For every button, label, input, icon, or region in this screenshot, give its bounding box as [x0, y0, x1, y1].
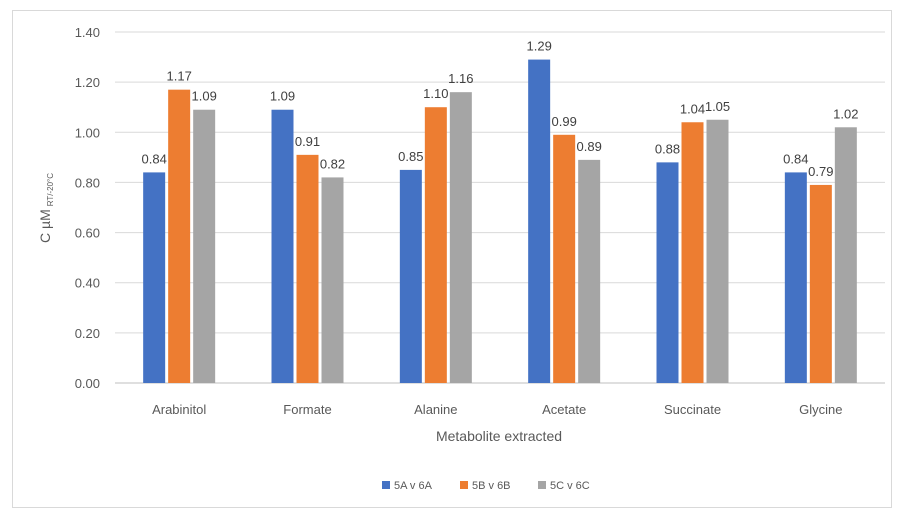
bar	[656, 162, 679, 383]
bar	[681, 122, 704, 383]
legend-label: 5A v 6A	[394, 480, 433, 492]
y-tick-label: 0.40	[75, 276, 100, 291]
bar	[143, 172, 166, 383]
y-axis-title: C µM RT/-20°C	[37, 173, 55, 243]
data-label: 0.84	[783, 151, 808, 166]
data-label: 1.16	[448, 71, 473, 86]
data-labels: 0.841.171.09 1.090.910.820.851.101.161.29…	[142, 39, 859, 179]
bar	[424, 107, 447, 383]
data-label: 1.04	[680, 101, 705, 116]
data-label: 1.17	[167, 69, 192, 84]
data-label: 0.82	[320, 156, 345, 171]
data-label: 1.29	[527, 39, 552, 54]
y-tick-label: 0.60	[75, 226, 100, 241]
data-label: 0.88	[655, 141, 680, 156]
y-tick-label: 0.00	[75, 376, 100, 391]
legend-label: 5B v 6B	[472, 480, 511, 492]
gridlines	[115, 31, 885, 384]
x-category-label: Arabinitol	[152, 402, 206, 417]
bars	[143, 59, 857, 384]
data-label: 0.85	[398, 149, 423, 164]
bar	[553, 134, 576, 383]
x-category-label: Glycine	[799, 402, 842, 417]
bar	[578, 159, 601, 383]
x-category-label: Acetate	[542, 402, 586, 417]
data-label: 1.02	[833, 106, 858, 121]
y-axis-title-subscript: RT/-20°C	[46, 173, 55, 207]
legend-swatch	[382, 481, 390, 489]
bar	[399, 169, 422, 383]
bar	[296, 154, 319, 383]
data-label: 0.79	[808, 164, 833, 179]
y-tick-label: 1.40	[75, 25, 100, 40]
data-label: 1.09	[192, 89, 217, 104]
y-axis-title-main: C µM	[37, 209, 53, 243]
bar	[809, 184, 832, 383]
y-tick-label: 1.00	[75, 125, 100, 140]
y-tick-label: 1.20	[75, 75, 100, 90]
x-axis-title: Metabolite extracted	[436, 428, 562, 444]
data-label: 1.09	[270, 89, 295, 104]
bar	[168, 89, 191, 384]
legend-label: 5C v 6C	[550, 480, 590, 492]
data-label: 1.05	[705, 99, 730, 114]
bar	[271, 109, 294, 383]
bar	[528, 59, 551, 383]
legend-swatch	[538, 481, 546, 489]
data-label: 1.10	[423, 86, 448, 101]
x-category-label: Alanine	[414, 402, 457, 417]
bar	[706, 119, 729, 383]
legend-swatch	[460, 481, 468, 489]
x-category-label: Succinate	[664, 402, 721, 417]
x-category-label: Formate	[283, 402, 331, 417]
data-label: 0.91	[295, 134, 320, 149]
bar	[321, 177, 344, 383]
data-label: 0.99	[552, 114, 577, 129]
y-tick-label: 0.80	[75, 175, 100, 190]
y-axis-ticks: 0.00 0.20 0.40 0.60 0.80 1.00 1.20 1.40	[75, 25, 100, 391]
data-label: 0.89	[577, 139, 602, 154]
bar	[834, 127, 857, 384]
bar	[193, 109, 216, 383]
data-label: 0.84	[142, 151, 167, 166]
bar	[784, 172, 807, 383]
x-axis-categories: Arabinitol Formate Alanine Acetate Succinate…	[152, 402, 842, 417]
bar	[449, 92, 472, 384]
y-tick-label: 0.20	[75, 326, 100, 341]
legend: 5A v 6A 5B v 6B 5C v 6C	[382, 480, 590, 492]
